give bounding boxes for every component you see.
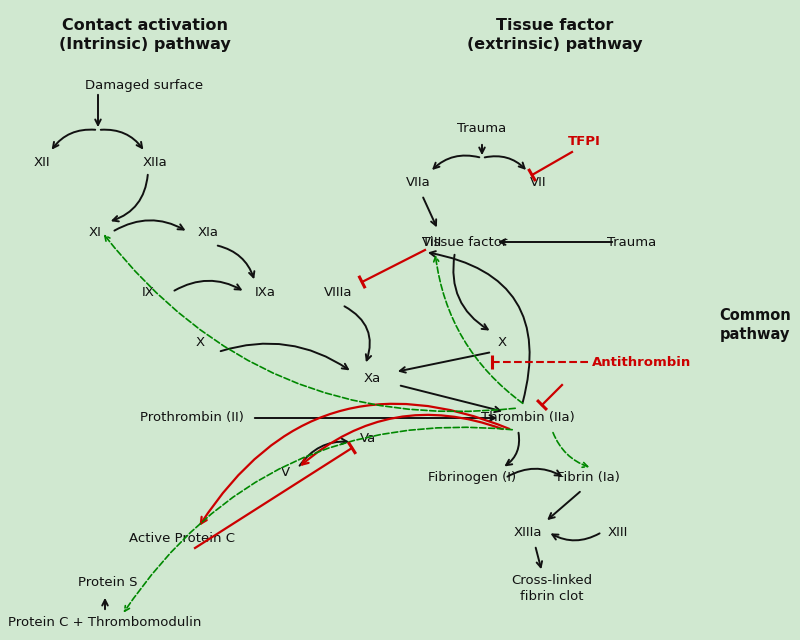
Text: Prothrombin (II): Prothrombin (II) (140, 412, 244, 424)
FancyArrowPatch shape (105, 236, 515, 412)
FancyArrowPatch shape (507, 468, 561, 477)
FancyArrowPatch shape (434, 257, 522, 403)
Text: XIIa: XIIa (142, 156, 167, 168)
Text: VIIIa: VIIIa (324, 285, 352, 298)
Text: Tissue factor: Tissue factor (422, 236, 508, 248)
FancyArrowPatch shape (125, 428, 512, 611)
Text: XII: XII (34, 156, 50, 168)
Text: Common
pathway: Common pathway (719, 308, 791, 342)
Text: Cross-linked
fibrin clot: Cross-linked fibrin clot (511, 573, 593, 602)
FancyArrowPatch shape (500, 239, 612, 244)
FancyArrowPatch shape (536, 548, 542, 567)
Text: VIIa: VIIa (406, 175, 430, 189)
Text: XIa: XIa (198, 225, 218, 239)
FancyArrowPatch shape (53, 129, 95, 148)
Text: Contact activation
(Intrinsic) pathway: Contact activation (Intrinsic) pathway (59, 18, 231, 52)
Text: Protein C + Thrombomodulin: Protein C + Thrombomodulin (8, 616, 202, 628)
Text: Damaged surface: Damaged surface (85, 79, 203, 92)
FancyArrowPatch shape (302, 415, 502, 465)
FancyArrowPatch shape (174, 281, 241, 291)
FancyArrowPatch shape (95, 95, 101, 125)
FancyArrowPatch shape (552, 533, 599, 540)
FancyArrowPatch shape (400, 353, 490, 372)
Text: X: X (498, 335, 506, 349)
Text: V: V (281, 465, 290, 479)
FancyArrowPatch shape (553, 433, 588, 467)
FancyArrowPatch shape (102, 600, 108, 609)
Text: Va: Va (360, 431, 376, 445)
FancyArrowPatch shape (218, 246, 254, 277)
Text: VIII: VIII (422, 236, 442, 248)
FancyArrowPatch shape (434, 156, 479, 168)
Text: Active Protein C: Active Protein C (129, 531, 235, 545)
FancyArrowPatch shape (479, 145, 485, 153)
FancyArrowPatch shape (423, 198, 436, 225)
Text: Protein S: Protein S (78, 575, 138, 589)
Text: XI: XI (89, 225, 102, 239)
Text: VII: VII (530, 175, 546, 189)
Text: IX: IX (142, 285, 154, 298)
Text: Trauma: Trauma (607, 236, 657, 248)
Text: IXa: IXa (254, 285, 275, 298)
Text: Antithrombin: Antithrombin (592, 355, 691, 369)
FancyArrowPatch shape (454, 255, 488, 330)
FancyArrowPatch shape (506, 433, 519, 465)
Text: Fibrinogen (I): Fibrinogen (I) (428, 472, 516, 484)
Text: Xa: Xa (363, 371, 381, 385)
FancyArrowPatch shape (401, 386, 500, 412)
FancyArrowPatch shape (201, 404, 510, 524)
Text: XIII: XIII (608, 525, 628, 538)
FancyArrowPatch shape (254, 415, 495, 420)
FancyArrowPatch shape (221, 344, 348, 369)
Text: Fibrin (Ia): Fibrin (Ia) (557, 472, 619, 484)
FancyArrowPatch shape (113, 175, 148, 221)
FancyArrowPatch shape (114, 220, 184, 230)
Text: TFPI: TFPI (568, 136, 601, 148)
Text: Trauma: Trauma (458, 122, 506, 134)
FancyArrowPatch shape (485, 156, 525, 168)
Text: Tissue factor
(extrinsic) pathway: Tissue factor (extrinsic) pathway (467, 18, 642, 52)
FancyArrowPatch shape (549, 492, 580, 519)
FancyArrowPatch shape (430, 251, 530, 403)
FancyArrowPatch shape (101, 130, 142, 148)
FancyArrowPatch shape (299, 438, 347, 466)
Text: X: X (195, 335, 205, 349)
Text: XIIIa: XIIIa (514, 525, 542, 538)
Text: Thrombin (IIa): Thrombin (IIa) (481, 412, 575, 424)
FancyArrowPatch shape (345, 307, 371, 360)
